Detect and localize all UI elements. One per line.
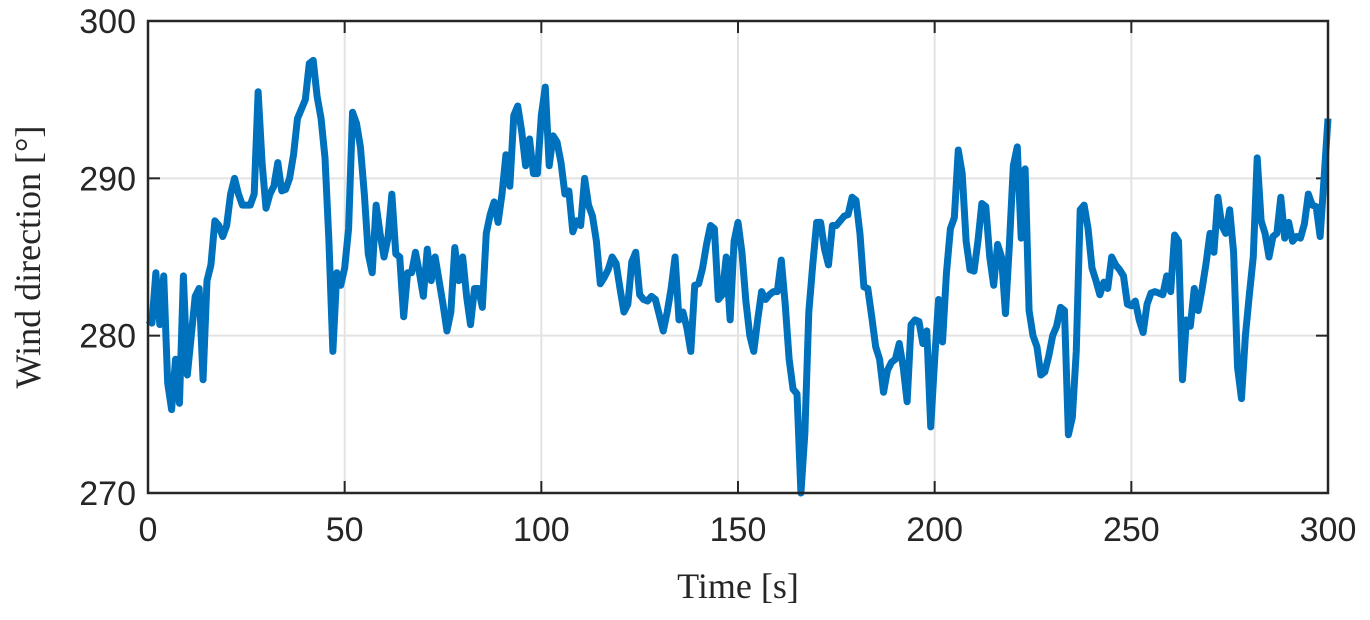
- x-tick-label: 150: [710, 511, 767, 549]
- x-tick-label: 50: [326, 511, 364, 549]
- x-tick-label: 100: [513, 511, 570, 549]
- x-tick-label: 0: [139, 511, 158, 549]
- y-tick-label: 290: [79, 160, 136, 198]
- x-tick-label: 200: [906, 511, 963, 549]
- data-line: [145, 56, 1332, 497]
- y-tick-label: 280: [79, 318, 136, 356]
- plot-frame: [146, 19, 1330, 495]
- y-tick-label: 300: [79, 3, 136, 41]
- x-tick-label: 250: [1103, 511, 1160, 549]
- x-axis-label: Time [s]: [677, 566, 799, 606]
- x-tick-label: 300: [1300, 511, 1357, 549]
- y-axis-label: Wind direction [°]: [8, 126, 48, 389]
- y-tick-label: 270: [79, 475, 136, 513]
